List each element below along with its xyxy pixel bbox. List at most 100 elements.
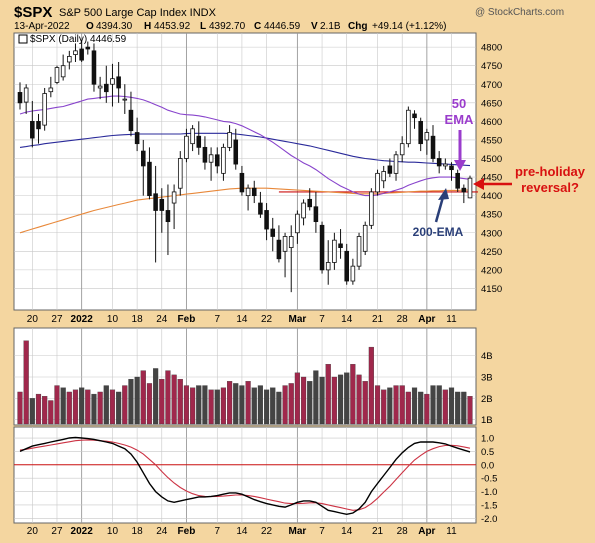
x-tick-label: 24 bbox=[156, 314, 168, 325]
volume-bar bbox=[153, 368, 159, 425]
macd-panel bbox=[13, 426, 477, 524]
candle-down bbox=[91, 50, 97, 85]
x-tick-label: 14 bbox=[341, 526, 353, 537]
candle-up bbox=[60, 65, 66, 78]
volume-bar bbox=[85, 389, 91, 425]
candle-up bbox=[110, 78, 115, 85]
candle-up bbox=[288, 236, 294, 249]
ema50-arrowhead bbox=[454, 160, 466, 171]
candle-down bbox=[147, 161, 152, 197]
candle-up bbox=[73, 50, 78, 55]
change-label: Chg bbox=[348, 21, 367, 32]
macd-tick-label: -1.0 bbox=[481, 487, 497, 498]
candle-up bbox=[42, 93, 47, 126]
candle-up bbox=[48, 87, 54, 93]
volume-bar bbox=[399, 385, 405, 425]
volume-bar bbox=[35, 393, 42, 425]
x-tick-label: 20 bbox=[27, 526, 39, 537]
candle-down bbox=[307, 198, 313, 208]
volume-bar bbox=[220, 387, 227, 425]
volume-bar bbox=[54, 385, 60, 425]
x-tick-label: 20 bbox=[27, 314, 39, 325]
volume-bar bbox=[424, 393, 430, 425]
candle-up bbox=[443, 163, 448, 167]
volume-bar bbox=[159, 378, 165, 425]
candle-down bbox=[387, 165, 393, 174]
volume-bar bbox=[374, 385, 381, 425]
volume-bar bbox=[165, 370, 171, 425]
x-tick-label: Feb bbox=[178, 526, 196, 537]
volume-bar bbox=[239, 385, 245, 425]
ema50-label-line2: EMA bbox=[445, 112, 475, 127]
volume-bar bbox=[393, 385, 399, 425]
price-tick-label: 4200 bbox=[481, 265, 502, 276]
volume-bar bbox=[103, 385, 109, 425]
candle-up bbox=[177, 158, 183, 189]
candle-down bbox=[430, 135, 436, 159]
price-tick-label: 4650 bbox=[481, 98, 502, 109]
x-tick-label: Mar bbox=[288, 314, 306, 325]
volume-bar bbox=[282, 385, 288, 425]
volume-tick-label: 1B bbox=[481, 415, 493, 426]
candle-down bbox=[258, 202, 263, 215]
x-tick-label: 24 bbox=[156, 526, 168, 537]
x-tick-label: 11 bbox=[446, 314, 457, 325]
volume-bar bbox=[245, 381, 251, 425]
volume-bar bbox=[350, 364, 356, 425]
x-tick-label: 27 bbox=[51, 314, 63, 325]
volume-bar bbox=[233, 383, 239, 425]
x-tick-label: 7 bbox=[319, 314, 325, 325]
macd-tick-label: -1.5 bbox=[481, 500, 497, 511]
price-tick-label: 4250 bbox=[481, 247, 502, 258]
candle-down bbox=[412, 113, 417, 119]
macd-tick-label: -0.5 bbox=[481, 474, 497, 485]
reversal-arrowhead bbox=[473, 178, 484, 190]
volume-bar bbox=[208, 389, 214, 425]
candle-up bbox=[227, 132, 232, 148]
candle-down bbox=[196, 135, 202, 148]
volume-bar bbox=[331, 376, 337, 425]
volume-bar bbox=[17, 391, 23, 425]
candle-up bbox=[301, 202, 306, 219]
volume-tick-label: 2B bbox=[481, 394, 493, 405]
candle-up bbox=[171, 191, 177, 204]
volume-bar bbox=[66, 391, 72, 425]
price-tick-label: 4800 bbox=[481, 43, 502, 54]
candle-down bbox=[436, 158, 442, 167]
x-tick-label: 28 bbox=[397, 526, 409, 537]
candle-up bbox=[406, 109, 411, 145]
legend-label: $SPX (Daily) 4446.59 bbox=[30, 34, 127, 45]
volume-bar bbox=[214, 389, 220, 425]
legend-swatch bbox=[18, 34, 28, 44]
volume-bar bbox=[109, 389, 116, 425]
ema50-line bbox=[19, 95, 471, 197]
volume-bar bbox=[29, 398, 35, 425]
close-value: 4446.59 bbox=[264, 21, 301, 32]
open-label: O bbox=[86, 21, 94, 32]
volume-bar bbox=[72, 389, 79, 425]
candle-up bbox=[54, 67, 60, 83]
candle-down bbox=[264, 210, 269, 230]
macd-tick-label: -2.0 bbox=[481, 514, 497, 525]
candle-down bbox=[128, 109, 134, 132]
candle-down bbox=[233, 139, 239, 165]
x-tick-label: Apr bbox=[418, 526, 435, 537]
volume-bar bbox=[405, 391, 411, 425]
candle-down bbox=[338, 243, 343, 249]
candle-up bbox=[97, 85, 103, 89]
reversal-annotation: pre-holiday reversal? bbox=[473, 164, 586, 195]
ema50-label-line1: 50 bbox=[452, 96, 466, 111]
x-tick-label: 28 bbox=[397, 314, 409, 325]
candle-up bbox=[467, 177, 473, 199]
price-tick-label: 4600 bbox=[481, 117, 502, 128]
volume-bar bbox=[23, 340, 29, 425]
x-tick-label: 27 bbox=[51, 526, 63, 537]
candle-up bbox=[184, 135, 189, 159]
macd-tick-label: 0.5 bbox=[481, 447, 494, 458]
volume-bar bbox=[448, 387, 455, 425]
macd-tick-label: 1.0 bbox=[481, 434, 494, 445]
volume-bar bbox=[337, 374, 344, 425]
candle-down bbox=[449, 165, 454, 171]
volume-bar bbox=[356, 374, 362, 425]
